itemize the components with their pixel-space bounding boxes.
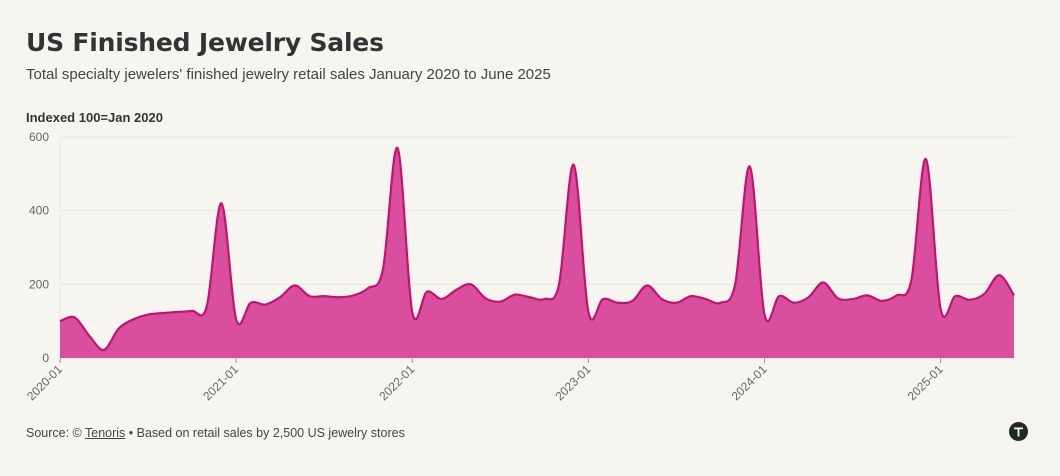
x-tick-label: 2023-01 (552, 362, 593, 403)
x-tick-label: 2022-01 (376, 362, 417, 403)
y-tick-label: 400 (29, 204, 49, 218)
x-tick-label: 2025-01 (905, 362, 946, 403)
chart-subtitle: Total specialty jewelers' finished jewel… (26, 66, 551, 83)
x-tick-label: 2024-01 (729, 362, 770, 403)
y-tick-label: 200 (29, 277, 49, 291)
y-axis-ticks: 0 200 400 600 (29, 130, 49, 365)
area-series-line (59, 146, 1015, 352)
tenoris-logo-icon[interactable] (1009, 422, 1028, 441)
chart-title: US Finished Jewelry Sales (26, 28, 384, 57)
x-tick-label: 2020-01 (24, 362, 65, 403)
y-tick-label: 600 (29, 130, 49, 144)
source-note: Source: © Tenoris • Based on retail sale… (26, 426, 405, 440)
area-series-fill (60, 147, 1014, 358)
x-tick-label: 2021-01 (200, 362, 241, 403)
x-axis-ticks: 2020-01 2021-01 2022-01 2023-01 2024-01 2025-… (24, 358, 946, 403)
source-suffix: • Based on retail sales by 2,500 US jewe… (125, 426, 405, 440)
y-axis-label: Indexed 100=Jan 2020 (26, 110, 163, 125)
source-link[interactable]: Tenoris (85, 426, 126, 440)
logo-glyph-icon (1014, 427, 1023, 437)
y-tick-label: 0 (42, 351, 49, 365)
source-prefix: Source: © (26, 426, 86, 440)
